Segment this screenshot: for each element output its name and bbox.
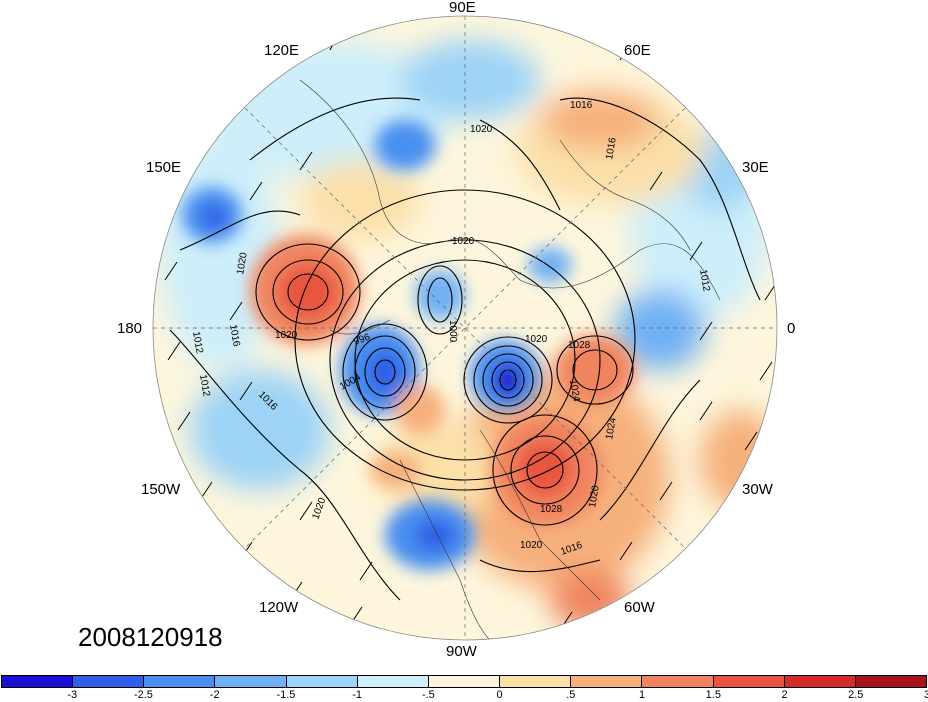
isobar-label: 1020 — [452, 236, 475, 247]
colorbar-tick-label: 1 — [639, 689, 646, 701]
colorbar-segment — [784, 676, 856, 687]
lon-label-30e: 30E — [742, 159, 769, 176]
colorbar-tick-label: 2.5 — [848, 689, 864, 701]
colorbar-segment — [2, 676, 74, 687]
colorbar-tick-label: -1.5 — [276, 689, 296, 701]
colorbar-segment — [144, 676, 216, 687]
colorbar-segment — [286, 676, 358, 687]
graticule — [153, 16, 777, 640]
isobar-label: 1020 — [525, 334, 548, 345]
colorbar-segment — [357, 676, 429, 687]
isobar-label: 1028 — [540, 504, 563, 515]
lon-label-120e: 120E — [264, 42, 300, 59]
isobar-label: 1012 — [697, 269, 712, 293]
colorbar-segment — [571, 676, 643, 687]
isobar-label: 1012 — [197, 374, 212, 398]
coastlines — [299, 79, 721, 640]
lon-label-30w: 30W — [742, 481, 773, 498]
isobar-label: 1000 — [447, 320, 458, 343]
lon-label-180: 180 — [117, 320, 143, 337]
map-boundary — [152, 15, 778, 641]
isobar-label: 1012 — [190, 331, 205, 355]
isobar-label: 1024 — [604, 416, 619, 440]
map-disk: 1016 1020 1020 1020 1016 1012 1012 1016 … — [153, 16, 777, 640]
colorbar-tick-label: -2.5 — [133, 689, 153, 701]
isobar-label: 1020 — [520, 540, 543, 551]
colorbar-tick-label: -.5 — [421, 689, 435, 701]
lon-label-60w: 60W — [624, 599, 655, 616]
isobar-label: 1020 — [235, 251, 250, 275]
lon-label-150e: 150E — [146, 159, 182, 176]
colorbar-segment — [642, 676, 714, 687]
colorbar-segment — [73, 676, 145, 687]
isobar-label: 1024 — [567, 379, 582, 403]
lon-label-60e: 60E — [624, 42, 651, 59]
colorbar-segment — [855, 676, 927, 687]
isobar-label: 1020 — [470, 124, 493, 135]
isobar-label: 1028 — [568, 340, 591, 351]
colorbar-segment — [215, 676, 287, 687]
colorbar-segment — [428, 676, 501, 687]
colorbar-tick-label: 0 — [496, 689, 503, 701]
lon-label-150w: 150W — [141, 481, 181, 498]
lon-label-90w: 90W — [446, 643, 477, 660]
lon-label-90e: 90E — [449, 0, 476, 16]
colorbar-tick-label: -2 — [209, 689, 220, 701]
lon-label-0: 0 — [787, 320, 796, 337]
colorbar-tick-label: 1.5 — [705, 689, 721, 701]
colorbar-segment — [713, 676, 785, 687]
colorbar-tick-label: .5 — [566, 689, 576, 701]
colorbar-tick-label: 2 — [781, 689, 788, 701]
isobar-label: 1016 — [227, 324, 242, 348]
timestamp-label: 2008120918 — [78, 622, 223, 652]
colorbar-segment — [500, 676, 572, 687]
isobar-label: 1020 — [587, 484, 602, 508]
colorbar — [1, 675, 927, 688]
colorbar-tick-label: -3 — [67, 689, 78, 701]
lon-label-120w: 120W — [259, 599, 299, 616]
isobar-label: 1016 — [604, 136, 619, 160]
isobar-label: 1020 — [275, 330, 298, 341]
isobar-label: 1016 — [570, 100, 593, 111]
colorbar-tick-label: -1 — [352, 689, 363, 701]
colorbar-tick-label: 3 — [923, 689, 928, 701]
